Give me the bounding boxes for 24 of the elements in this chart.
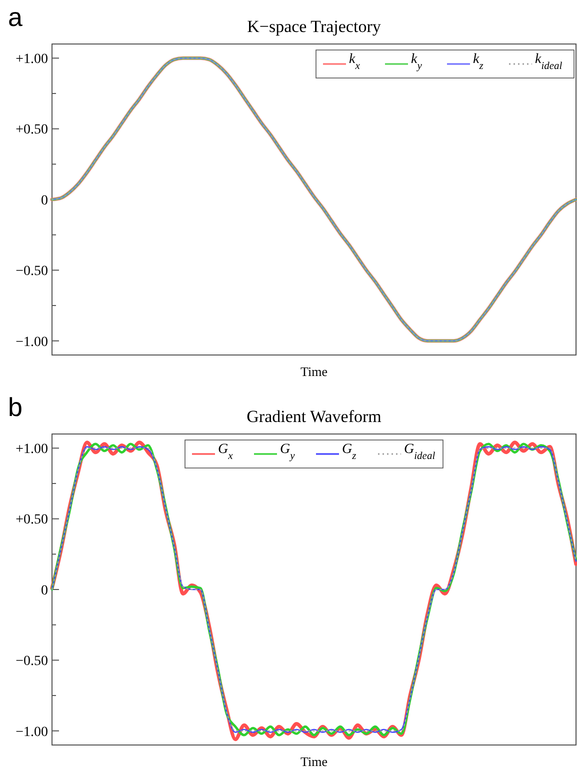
legend-label: k$_{x}$ — [349, 52, 360, 72]
chart-title: Gradient Waveform — [246, 407, 382, 426]
legend-label: G$_{y}$ — [280, 442, 296, 462]
y-tick-label: −0.50 — [16, 264, 48, 280]
chart-title: K−space Trajectory — [247, 17, 382, 36]
y-tick-label: +0.50 — [16, 122, 48, 138]
legend-label: k$_{z}$ — [473, 52, 484, 72]
x-axis-title: Time — [300, 364, 328, 379]
legend-label: k$_{y}$ — [411, 52, 422, 72]
y-tick-label: +0.50 — [16, 512, 48, 528]
y-tick-label: 0 — [41, 583, 48, 598]
y-tick-label: 0 — [41, 193, 48, 208]
y-tick-label: −0.50 — [16, 654, 48, 670]
y-tick-label: −1.00 — [16, 334, 48, 350]
legend-label: k$_{ideal}$ — [535, 52, 562, 72]
legend-label: G$_{x}$ — [218, 442, 234, 462]
text: a — [8, 2, 23, 32]
x-axis-title: Time — [300, 754, 328, 769]
legend-label: G$_{z}$ — [342, 442, 356, 462]
legend-label: G$_{ideal}$ — [404, 442, 436, 462]
text: b — [8, 392, 22, 422]
y-tick-label: +1.00 — [16, 442, 48, 458]
y-tick-label: −1.00 — [16, 724, 48, 740]
y-tick-label: +1.00 — [16, 52, 48, 68]
